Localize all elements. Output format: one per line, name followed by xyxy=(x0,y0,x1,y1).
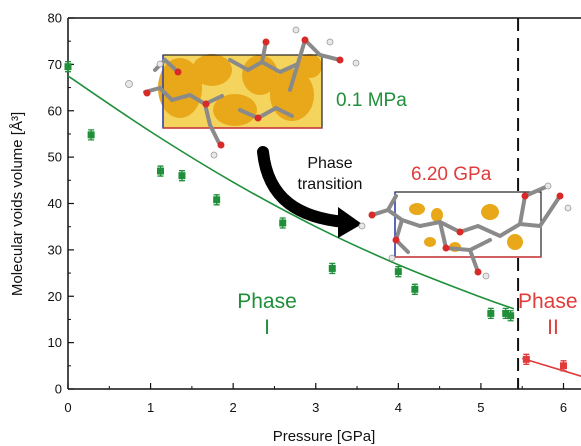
data-marker xyxy=(411,285,419,293)
phase-i-fit-curve xyxy=(67,75,515,310)
phase-i-data-point xyxy=(178,170,186,182)
label-0-1-mpa: 0.1 MPa xyxy=(336,90,407,111)
transition-arrow: Phase transition xyxy=(257,146,363,238)
data-marker xyxy=(560,362,567,370)
phase-ii-data-point xyxy=(560,360,567,372)
phase-i-label-line2: I xyxy=(264,316,270,339)
data-marker xyxy=(487,309,495,317)
oxygen-atoms xyxy=(143,36,344,149)
x-tick-label: 3 xyxy=(312,400,319,415)
oxygen-atoms xyxy=(368,192,564,276)
arrow-label-line2: transition xyxy=(298,176,363,193)
void-blobs xyxy=(158,54,322,126)
data-marker xyxy=(328,264,336,272)
phase-i-data-point xyxy=(87,129,95,141)
phase-ii-label-line1: Phase xyxy=(518,290,578,313)
y-tick-label: 40 xyxy=(48,196,62,211)
phase-i-data-point xyxy=(213,194,221,206)
data-marker xyxy=(64,63,72,71)
x-tick-label: 6 xyxy=(560,400,567,415)
phase-i-data-point xyxy=(394,266,402,278)
data-marker xyxy=(87,131,95,139)
x-axis-label: Pressure [GPa] xyxy=(273,428,376,445)
phase-i-label-line1: Phase xyxy=(237,290,297,313)
hydrogen-atoms xyxy=(125,26,360,159)
phase-i-points xyxy=(64,61,515,322)
phase-ii-points xyxy=(522,353,567,372)
y-axis-label: Molecular voids volume [Å³] xyxy=(9,112,26,296)
y-tick-label: 10 xyxy=(48,335,62,350)
y-tick-label: 30 xyxy=(48,242,62,257)
phase-i-data-point xyxy=(487,307,495,320)
data-marker xyxy=(156,167,164,175)
data-marker xyxy=(507,312,515,320)
arrow-label-line1: Phase xyxy=(307,155,352,172)
x-tick-label: 1 xyxy=(147,400,154,415)
phase-ii-label-line2: II xyxy=(547,316,559,339)
x-ticks: 0 1 2 3 4 5 6 xyxy=(64,383,567,415)
phase-i-data-point xyxy=(411,283,419,295)
x-tick-label: 0 xyxy=(64,400,71,415)
label-6-20-gpa: 6.20 GPa xyxy=(411,164,492,185)
phase-i-data-point xyxy=(64,61,72,73)
phase-i-data-point xyxy=(328,262,336,275)
arrow-head xyxy=(338,207,362,238)
structure-inset-high-pressure: 6.20 GPa xyxy=(358,164,572,280)
arrow-shaft xyxy=(257,146,351,228)
x-tick-label: 5 xyxy=(477,400,484,415)
data-marker xyxy=(394,268,402,276)
x-tick-label: 2 xyxy=(230,400,237,415)
phase-i-data-point xyxy=(156,165,164,177)
y-ticks: 0 10 20 30 40 50 60 70 80 xyxy=(48,11,74,397)
data-marker xyxy=(502,309,510,317)
y-tick-label: 60 xyxy=(48,103,62,118)
phase-ii-fit-curve xyxy=(521,357,581,377)
y-tick-label: 50 xyxy=(48,150,62,165)
y-tick-label: 0 xyxy=(55,382,62,397)
phase-i-data-point xyxy=(507,310,515,322)
phase-i-data-point xyxy=(279,217,287,229)
y-tick-label: 20 xyxy=(48,289,62,304)
hydrogen-atoms xyxy=(358,182,572,280)
y-tick-label: 80 xyxy=(48,11,62,26)
data-marker xyxy=(213,196,221,204)
structure-inset-low-pressure: 0.1 MPa xyxy=(125,26,407,159)
data-marker xyxy=(178,172,186,180)
phase-ii-data-point xyxy=(522,353,530,365)
y-tick-label: 70 xyxy=(48,57,62,72)
data-marker xyxy=(522,355,530,363)
data-marker xyxy=(279,219,287,227)
x-tick-label: 4 xyxy=(395,400,402,415)
